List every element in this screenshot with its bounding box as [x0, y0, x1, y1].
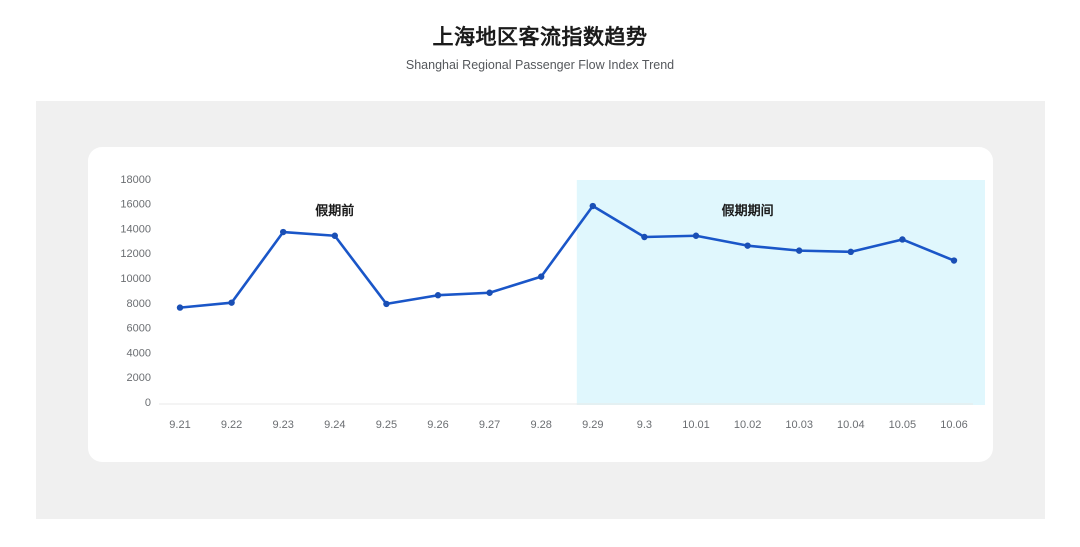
x-axis-tick-label: 10.06 — [940, 419, 968, 431]
x-axis-tick-label: 9.21 — [169, 419, 190, 431]
data-marker-layer: 9.21: 7700 9.22: 8100 9.23: 13800 9.24: 135… — [176, 202, 958, 311]
x-axis-tick-label: 9.26 — [427, 419, 448, 431]
x-axis-tick-label: 10.04 — [837, 419, 865, 431]
chart-annotation-label: 假期期间 — [722, 203, 774, 218]
x-axis-tick-label: 9.27 — [479, 419, 500, 431]
line-chart: 0 2000 4000 6000 8000 10000 12000 14000 16000 180… — [88, 147, 993, 462]
y-axis-tick-label: 12000 — [120, 248, 151, 260]
data-point-marker[interactable]: 9.3: 13400 — [641, 233, 648, 241]
page-title: 上海地区客流指数趋势 — [432, 26, 648, 49]
y-axis-tick-label: 10000 — [120, 273, 151, 285]
data-point-marker[interactable]: 9.22: 8100 — [228, 299, 235, 306]
highlight-band-layer — [576, 180, 985, 405]
x-axis-tick-label: 10.03 — [785, 419, 813, 431]
data-point-marker[interactable]: 10.02: 12700 — [744, 242, 751, 249]
data-point-marker[interactable]: 10.05: 13200 — [899, 236, 906, 243]
data-point-marker[interactable]: 10.03: 12300 — [796, 247, 803, 254]
chart-svg: 0 2000 4000 6000 8000 10000 12000 14000 16000 180… — [120, 174, 985, 431]
data-point-marker[interactable]: 9.27: 8900 — [486, 289, 493, 296]
data-point-marker[interactable]: 9.29: 15900 — [589, 202, 596, 210]
data-point-marker[interactable]: 10.06: 11500 — [950, 257, 958, 264]
x-axis-tick-label: 9.28 — [530, 419, 551, 431]
y-axis-tick-label: 2000 — [127, 372, 151, 384]
annotation-layer: 假期前 假期期间 — [315, 203, 773, 218]
x-axis-tick-label: 10.02 — [734, 419, 762, 431]
x-axis-tick-label: 9.25 — [376, 419, 397, 431]
y-axis-tick-label: 6000 — [127, 323, 151, 335]
x-axis-tick-label: 10.05 — [889, 419, 917, 431]
data-point-marker[interactable]: 10.04: 12200 — [847, 248, 854, 256]
data-line-layer — [178, 204, 956, 309]
data-series-line — [178, 204, 956, 309]
chart-card: 0 2000 4000 6000 8000 10000 12000 14000 16000 180… — [88, 147, 993, 462]
x-axis-tick-label: 10.01 — [682, 419, 710, 431]
holiday-highlight-band — [576, 180, 985, 405]
chart-header: 上海地区客流指数趋势 Shanghai Regional Passenger F… — [0, 24, 1080, 74]
x-axis-tick-label: 9.29 — [582, 419, 603, 431]
y-axis-tick-label: 18000 — [120, 174, 151, 186]
data-point-marker[interactable]: 10.01: 13500 — [692, 232, 700, 239]
y-axis-tick-label: 16000 — [120, 199, 151, 211]
y-axis-ticks: 0 2000 4000 6000 8000 10000 12000 14000 16000 180… — [120, 174, 151, 409]
chart-annotation-label: 假期前 — [315, 203, 354, 218]
page-subtitle: Shanghai Regional Passenger Flow Index T… — [405, 58, 675, 72]
x-axis-tick-label: 9.23 — [272, 419, 293, 431]
y-axis-tick-label: 14000 — [120, 223, 151, 235]
data-point-marker[interactable]: 9.23: 13800 — [280, 228, 287, 236]
data-point-marker[interactable]: 9.21: 7700 — [176, 304, 184, 311]
x-axis-ticks: 9.21 9.22 9.23 9.24 9.25 9.26 9.27 9.28 9.29 9.3 1… — [169, 419, 967, 431]
x-axis-tick-label: 9.24 — [324, 419, 345, 431]
y-axis-tick-label: 4000 — [127, 347, 151, 359]
y-axis-tick-label: 8000 — [127, 298, 151, 310]
data-point-marker[interactable]: 9.25: 8000 — [383, 300, 390, 308]
x-axis-tick-label: 9.3 — [637, 419, 652, 431]
data-point-marker[interactable]: 9.24: 13500 — [331, 232, 338, 239]
x-axis-tick-label: 9.22 — [221, 419, 242, 431]
data-point-marker[interactable]: 9.26: 8700 — [434, 292, 442, 299]
data-point-marker[interactable]: 9.28: 10200 — [538, 273, 545, 280]
y-axis-tick-label: 0 — [145, 397, 151, 409]
